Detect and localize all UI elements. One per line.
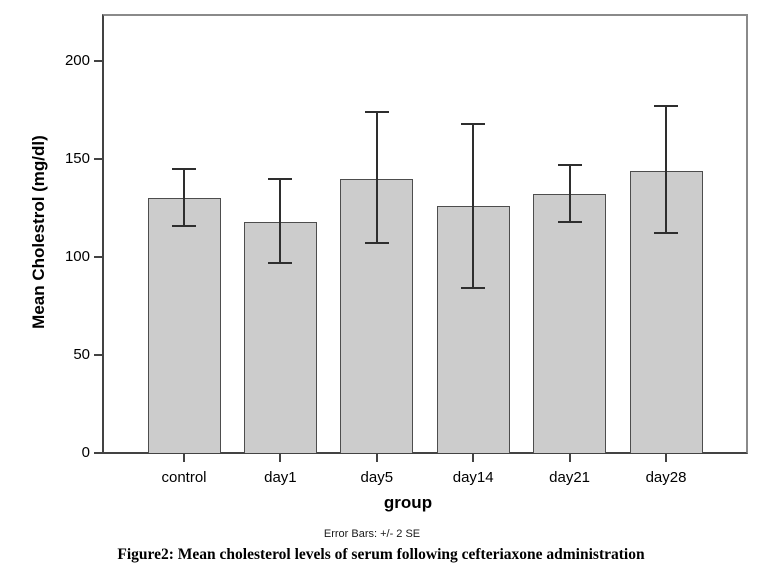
error-cap-top-day21 (557, 163, 582, 166)
y-tick (94, 452, 103, 454)
error-cap-bottom-day5 (364, 242, 389, 245)
x-tick (375, 453, 378, 462)
error-bar-day21 (568, 164, 571, 222)
figure-caption: Figure2: Mean cholesterol levels of seru… (117, 546, 645, 563)
error-cap-bottom-day1 (268, 261, 293, 264)
error-cap-top-day5 (364, 110, 389, 113)
y-tick (94, 256, 103, 258)
error-cap-bottom-day14 (461, 287, 486, 290)
error-cap-top-control (172, 167, 196, 170)
x-tick (472, 453, 475, 462)
y-tick (94, 60, 103, 62)
error-bar-day1 (279, 178, 282, 263)
y-tick (94, 158, 103, 160)
bar-day21 (533, 194, 607, 453)
y-tick-label: 0 (81, 444, 90, 461)
error-cap-bottom-day21 (557, 220, 582, 223)
x-category-label-day21: day21 (549, 469, 591, 486)
error-bar-day5 (375, 111, 378, 244)
error-cap-top-day1 (268, 177, 293, 180)
y-tick-label: 50 (73, 346, 90, 363)
error-bars-note: Error Bars: +/- 2 SE (323, 528, 421, 540)
error-cap-bottom-control (172, 224, 196, 227)
plot-frame (102, 14, 748, 454)
x-tick (568, 453, 571, 462)
error-bar-control (183, 168, 185, 226)
error-bar-day28 (665, 106, 667, 234)
x-category-label-day5: day5 (360, 469, 394, 486)
x-category-label-control: control (161, 469, 207, 486)
x-category-label-day1: day1 (264, 469, 297, 486)
error-cap-top-day28 (654, 105, 678, 108)
x-tick (665, 453, 667, 462)
x-tick (183, 453, 185, 462)
error-bar-day14 (472, 123, 475, 289)
x-axis-title: group (383, 493, 433, 512)
bar-control (147, 198, 221, 453)
x-category-label-day28: day28 (645, 469, 687, 486)
error-cap-top-day14 (461, 122, 486, 125)
y-tick (94, 354, 103, 356)
y-tick-label: 100 (64, 248, 90, 265)
y-tick-label: 150 (64, 150, 90, 167)
error-cap-bottom-day28 (654, 232, 678, 235)
x-tick (279, 453, 282, 462)
x-category-label-day14: day14 (452, 469, 494, 486)
y-tick-label: 200 (64, 52, 90, 69)
plot-area: 0 50 100 150 200 control day1 day5 day14 day21 day… (65, 15, 747, 486)
y-axis-title: Mean Cholestrol (mg/dl) (29, 135, 48, 329)
